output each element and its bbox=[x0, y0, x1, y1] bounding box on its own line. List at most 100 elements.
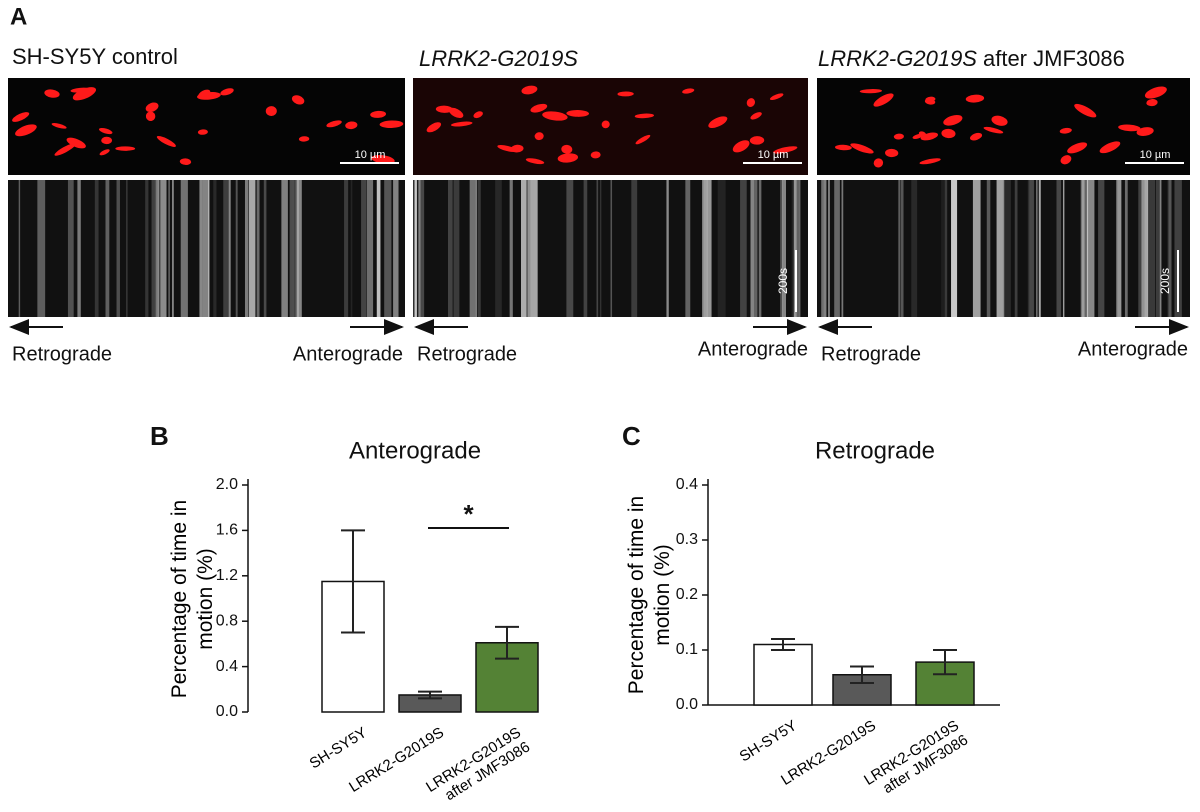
kymo-track bbox=[1086, 180, 1095, 317]
kymo-track bbox=[116, 180, 120, 317]
kymo-track bbox=[986, 180, 991, 317]
kymo-track bbox=[208, 180, 210, 317]
mitochondrion bbox=[66, 137, 86, 149]
kymo-track bbox=[996, 180, 1005, 317]
kymo-track bbox=[793, 180, 797, 317]
kymo-track bbox=[509, 180, 513, 317]
kymo-track bbox=[911, 180, 918, 317]
kymo-track bbox=[1056, 180, 1062, 317]
scale-bar-label: 10 µm bbox=[355, 149, 386, 161]
kymo-track bbox=[685, 180, 691, 317]
kymo-track bbox=[453, 180, 460, 317]
direction-label: Anterograde bbox=[698, 338, 808, 360]
mitochondrion bbox=[197, 129, 208, 135]
kymo-track bbox=[384, 180, 392, 317]
kymo-track bbox=[780, 180, 783, 317]
mitochondrion bbox=[530, 103, 548, 113]
time-bar-label: 200s bbox=[776, 268, 790, 294]
kymo-track bbox=[67, 180, 74, 317]
kymo-track bbox=[1174, 180, 1182, 317]
y-tick-label: 1.6 bbox=[216, 522, 238, 539]
mitochondrion bbox=[1074, 103, 1097, 118]
kymo-track bbox=[834, 180, 840, 317]
scale-bar-label: 10 µm bbox=[1140, 149, 1171, 161]
y-tick-label: 2.0 bbox=[216, 476, 238, 493]
mitochondrion bbox=[557, 153, 579, 163]
kymo-track bbox=[782, 180, 786, 317]
kymo-track bbox=[527, 180, 534, 317]
mitochondrion bbox=[435, 105, 453, 113]
kymo-track bbox=[666, 180, 669, 317]
kymo-track bbox=[171, 180, 174, 317]
mitochondrion bbox=[70, 87, 90, 93]
kymo-track bbox=[495, 180, 502, 317]
kymo-track bbox=[821, 180, 827, 317]
column-title: LRRK2-G2019S after JMF3086 bbox=[818, 46, 1125, 71]
scale-bar-label: 10 µm bbox=[758, 149, 789, 161]
mitochondrion bbox=[99, 149, 110, 156]
kymo-track bbox=[599, 180, 602, 317]
mitochondrion bbox=[983, 126, 1004, 134]
kymo-track bbox=[758, 180, 762, 317]
mitochondrion bbox=[590, 151, 601, 159]
mitochondrion bbox=[198, 89, 211, 99]
kymo-track bbox=[1062, 180, 1065, 317]
kymo-track bbox=[477, 180, 481, 317]
title-italic: LRRK2-G2019S bbox=[818, 46, 977, 71]
direction-label: Anterograde bbox=[293, 343, 403, 365]
kymo-track bbox=[951, 180, 958, 317]
mitochondrion bbox=[566, 110, 590, 117]
mitochondrion bbox=[72, 87, 97, 101]
mitochondrion bbox=[919, 158, 941, 165]
kymo-track bbox=[77, 180, 81, 317]
kymo-track bbox=[202, 180, 210, 317]
kymo-track bbox=[897, 180, 901, 317]
mitochondrion bbox=[51, 123, 67, 129]
column-title: SH-SY5Y control bbox=[12, 44, 178, 69]
kymo-track bbox=[297, 180, 302, 317]
kymo-track bbox=[291, 180, 299, 317]
panel-label: A bbox=[10, 3, 27, 30]
kymo-track bbox=[154, 180, 160, 317]
kymo-track bbox=[126, 180, 128, 317]
kymo-track bbox=[1138, 180, 1145, 317]
kymo-track bbox=[944, 180, 948, 317]
kymo-track bbox=[263, 180, 267, 317]
kymo-track bbox=[418, 180, 421, 317]
mitochondrion bbox=[298, 136, 310, 142]
kymo-track bbox=[972, 180, 981, 317]
mitochondrion bbox=[345, 121, 358, 130]
mitochondrion bbox=[773, 146, 798, 154]
mitochondrion bbox=[542, 111, 568, 121]
kymo-track bbox=[414, 180, 417, 317]
mitochondrion bbox=[1067, 142, 1088, 154]
y-tick-label: 0.4 bbox=[676, 476, 698, 493]
mitochondrion bbox=[326, 120, 342, 128]
mitochondrion bbox=[885, 148, 899, 158]
chart-title: Anterograde bbox=[349, 437, 481, 464]
kymo-track bbox=[941, 180, 948, 317]
kymo-track bbox=[1014, 180, 1018, 317]
kymo-track bbox=[213, 180, 217, 317]
kymo-track bbox=[256, 180, 260, 317]
mitochondrion bbox=[873, 93, 894, 107]
kymo-track bbox=[596, 180, 599, 317]
mitochondrion bbox=[179, 158, 192, 165]
mitochondrion bbox=[1136, 127, 1154, 137]
kymo-track bbox=[1147, 180, 1156, 317]
kymo-track bbox=[1155, 180, 1162, 317]
y-tick-label: 0.0 bbox=[676, 696, 698, 713]
mitochondrion bbox=[1060, 155, 1072, 165]
mitochondrion bbox=[145, 102, 159, 113]
mitochondrion bbox=[156, 135, 176, 147]
kymo-track bbox=[469, 180, 478, 317]
mitochondrion bbox=[682, 88, 695, 94]
kymo-track bbox=[1168, 180, 1172, 317]
kymo-track bbox=[417, 180, 425, 317]
mitochondrion bbox=[991, 115, 1008, 126]
mitochondrion bbox=[893, 133, 904, 140]
mitochondrion bbox=[12, 112, 30, 122]
kymo-track bbox=[235, 180, 238, 317]
mitochondrion bbox=[115, 146, 136, 151]
kymo-track bbox=[1029, 180, 1034, 317]
